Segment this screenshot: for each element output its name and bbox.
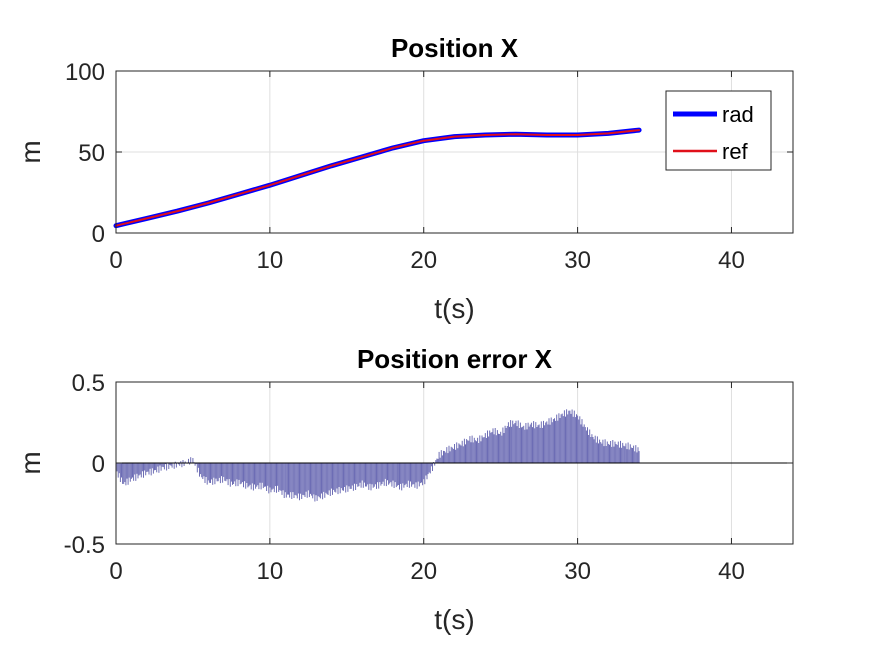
y-tick-label: 0.5: [72, 370, 105, 397]
x-tick-label: 0: [109, 247, 122, 274]
x-tick-label: 0: [109, 558, 122, 585]
legend-label-ref: ref: [722, 139, 749, 164]
error-plot-title: Position error X: [357, 344, 553, 374]
error-plot: 0 10 20 30 40-0.500.5 Position error X t(s) …: [15, 344, 794, 635]
position-plot-legend: rad ref: [665, 90, 772, 171]
position-plot-ylabel: m: [15, 140, 46, 163]
y-tick-label: -0.5: [64, 532, 105, 559]
position-plot-title: Position X: [391, 33, 519, 63]
position-plot-lines: [113, 127, 642, 229]
x-tick-label: 30: [564, 247, 591, 274]
position-plot-xlabel: t(s): [434, 293, 474, 324]
x-tick-label: 30: [564, 558, 591, 585]
series-line-ref: [115, 129, 641, 227]
legend-label-rad: rad: [722, 102, 754, 127]
y-tick-label: 0: [92, 221, 105, 248]
y-tick-label: 50: [78, 140, 105, 167]
position-plot-ticks: 0 10 20 30 40 0 50 100: [65, 59, 793, 274]
x-tick-label: 40: [718, 247, 745, 274]
legend-box: [665, 90, 772, 171]
y-tick-label: 100: [65, 59, 105, 86]
error-plot-xlabel: t(s): [434, 604, 474, 635]
error-plot-ticks: 0 10 20 30 40-0.500.5: [64, 370, 793, 585]
x-tick-label: 10: [257, 247, 284, 274]
position-plot: 0 10 20 30 40 0 50 100 Position X t(s) m rad re…: [15, 33, 794, 324]
x-tick-label: 40: [718, 558, 745, 585]
x-tick-label: 10: [257, 558, 284, 585]
error-plot-ylabel: m: [15, 451, 46, 474]
x-tick-label: 20: [410, 247, 437, 274]
x-tick-label: 20: [410, 558, 437, 585]
y-tick-label: 0: [92, 451, 105, 478]
